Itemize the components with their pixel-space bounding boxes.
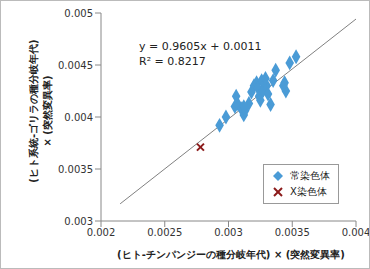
html-text:(ヒト-チンパンジーの種分岐年代) × (突然変異率): (ヒト-チンパンジーの種分岐年代) × (突然変異率) <box>117 249 345 260</box>
svg-text:0.0035: 0.0035 <box>58 164 93 175</box>
html-text:y = 0.9605x + 0.0011: y = 0.9605x + 0.0011 <box>139 40 262 53</box>
svg-text:0.0035: 0.0035 <box>275 227 310 238</box>
html-text:(ヒト系統-ゴリラの種分岐年代): (ヒト系統-ゴリラの種分岐年代) <box>28 39 39 183</box>
svg-text:0.003: 0.003 <box>64 216 93 227</box>
svg-text:0.0045: 0.0045 <box>58 60 93 71</box>
svg-text:0.005: 0.005 <box>64 8 93 19</box>
html-text:X染色体: X染色体 <box>290 186 327 197</box>
html-text:常染色体: 常染色体 <box>290 170 330 181</box>
html-text:× (突然変異率): × (突然変異率) <box>42 75 53 147</box>
html-text:R² = 0.8217: R² = 0.8217 <box>139 55 206 68</box>
svg-text:0.002: 0.002 <box>87 227 116 238</box>
svg-text:0.0025: 0.0025 <box>147 227 182 238</box>
svg-text:0.004: 0.004 <box>342 227 362 238</box>
svg-text:0.004: 0.004 <box>64 112 93 123</box>
svg-text:0.003: 0.003 <box>214 227 243 238</box>
